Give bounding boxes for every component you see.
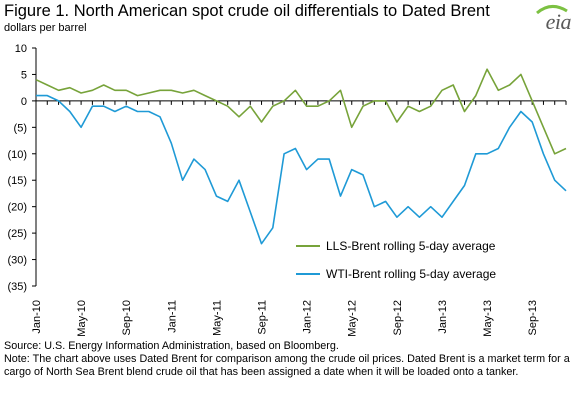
x-tick-label: May-12 (347, 300, 359, 337)
y-tick-label: (5) (14, 122, 27, 134)
y-axis-unit-label: dollars per barrel (4, 22, 87, 34)
x-tick-label: May-10 (76, 300, 88, 337)
lls-brent-line (35, 68, 567, 155)
source-note: Source: U.S. Energy Information Administ… (4, 340, 339, 352)
series-lines (35, 68, 567, 245)
wti-brent-line (36, 94, 567, 245)
x-tick-label: May-13 (482, 300, 494, 337)
y-tick-label: 0 (21, 96, 27, 108)
legend: LLS-Brent rolling 5-day average WTI-Brent… (296, 239, 496, 281)
legend-label: WTI-Brent rolling 5-day average (326, 267, 496, 281)
x-tick-label: Jan-10 (31, 300, 43, 334)
x-tick-label: Sep-13 (527, 300, 539, 335)
y-axis-ticks: 10 5 0 (5) (10) (15) (20) (25) (30) (35) (7, 43, 36, 293)
x-axis-ticks: Jan-10 May-10 Sep-10 Jan-11 May-11 Sep-11 Jan-… (31, 100, 567, 337)
explanatory-note: Note: The chart above uses Dated Brent f… (4, 353, 570, 379)
y-tick-label: (30) (7, 255, 27, 267)
x-tick-label: Jan-12 (302, 300, 314, 334)
x-tick-label: Sep-11 (257, 300, 269, 335)
x-tick-label: Sep-10 (121, 300, 133, 335)
legend-label: LLS-Brent rolling 5-day average (326, 239, 496, 253)
y-tick-label: (25) (7, 228, 27, 240)
y-tick-label: 10 (15, 43, 27, 55)
y-tick-label: (35) (7, 281, 27, 293)
chart-axes (35, 48, 566, 286)
x-tick-label: Sep-12 (392, 300, 404, 335)
x-tick-label: Jan-13 (437, 300, 449, 334)
y-tick-label: 5 (21, 69, 27, 81)
y-tick-label: (20) (7, 202, 27, 214)
chart-area: 10 5 0 (5) (10) (15) (20) (25) (30) (35) Jan-10 Ma… (7, 43, 567, 337)
x-tick-label: May-11 (211, 300, 223, 336)
y-tick-label: (10) (7, 149, 27, 161)
x-tick-label: Jan-11 (166, 300, 178, 333)
eia-logo-swoosh-icon (536, 5, 568, 15)
eia-logo: eia (545, 9, 572, 34)
y-tick-label: (15) (7, 175, 27, 187)
footnotes: Source: U.S. Energy Information Administ… (4, 340, 576, 380)
chart-title: Figure 1. North American spot crude oil … (4, 2, 490, 20)
